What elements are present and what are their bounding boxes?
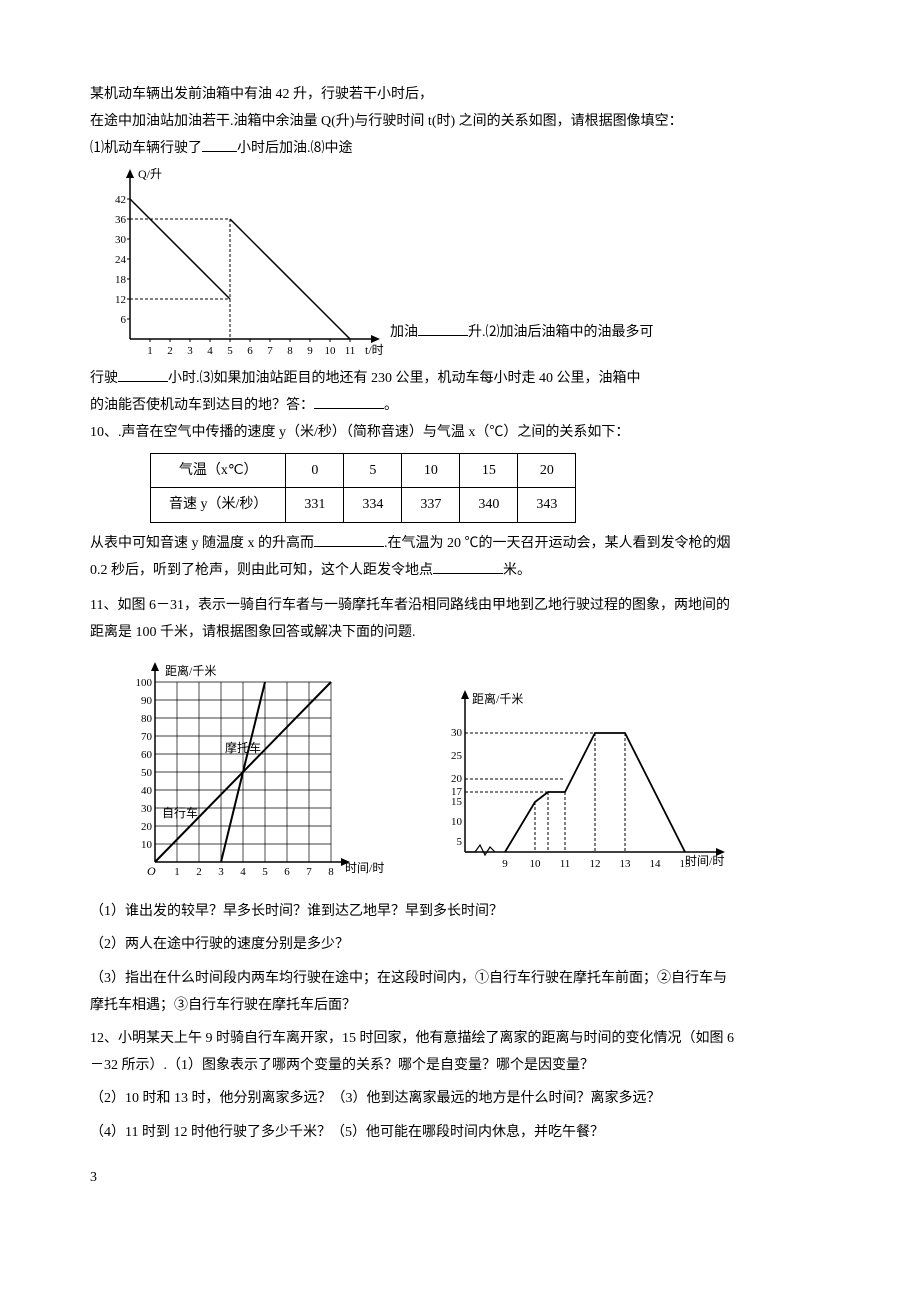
q12-sub2: （2）10 时和 13 时，他分别离家多远？（3）他到达离家最远的地方是什么时间… bbox=[90, 1086, 830, 1111]
svg-text:42: 42 bbox=[115, 194, 126, 206]
svg-text:10: 10 bbox=[325, 345, 337, 357]
q11-sub2: （2）两人在途中行驶的速度分别是多少？ bbox=[90, 932, 830, 957]
svg-text:10: 10 bbox=[141, 839, 153, 851]
svg-text:18: 18 bbox=[115, 274, 127, 286]
svg-text:12: 12 bbox=[115, 294, 126, 306]
q9-part1-post: 小时后加油.⑻中途 bbox=[237, 141, 353, 156]
svg-text:40: 40 bbox=[141, 785, 153, 797]
q10-intro: 10、.声音在空气中传播的速度 y（米/秒）（简称音速）与气温 x（℃）之间的关… bbox=[90, 420, 830, 445]
q9-intro2: 在途中加油站加油若干.油箱中余油量 Q(升)与行驶时间 t(时) 之间的关系如图… bbox=[90, 109, 830, 134]
q9-intro1: 某机动车辆出发前油箱中有油 42 升，行驶若干小时后， bbox=[90, 82, 830, 107]
label-moto: 摩托车 bbox=[225, 740, 261, 755]
q10-table: 气温（x℃） 0 5 10 15 20 音速 y（米/秒） 331 334 33… bbox=[150, 453, 576, 522]
table-row: 音速 y（米/秒） 331 334 337 340 343 bbox=[151, 488, 576, 522]
q11-charts: 距离/千米 时间/时 O 10 20 30 40 5 bbox=[110, 657, 830, 887]
q9-chart-row: Q/升 t/时 6 12 18 24 30 36 42 1 2 3 4 5 bbox=[90, 164, 830, 364]
svg-text:25: 25 bbox=[451, 750, 463, 762]
svg-text:2: 2 bbox=[196, 866, 202, 878]
blank bbox=[118, 367, 168, 382]
svg-text:距离/千米: 距离/千米 bbox=[472, 691, 523, 706]
q9-line2: 行驶小时.⑶如果加油站距目的地还有 230 公里，机动车每小时走 40 公里，油… bbox=[90, 366, 830, 391]
q11-intro2: 距离是 100 千米，请根据图象回答或解决下面的问题. bbox=[90, 620, 830, 645]
q12-sub4: （4）11 时到 12 时他行驶了多少千米？（5）他可能在哪段时间内休息，并吃午… bbox=[90, 1120, 830, 1145]
blank bbox=[418, 321, 468, 336]
svg-text:90: 90 bbox=[141, 695, 153, 707]
q9-after-chart: 加油升.⑵加油后油箱中的油最多可 bbox=[390, 320, 654, 363]
svg-text:6: 6 bbox=[284, 866, 290, 878]
svg-text:11: 11 bbox=[345, 345, 356, 357]
svg-text:20: 20 bbox=[451, 773, 463, 785]
svg-text:时间/时: 时间/时 bbox=[345, 861, 384, 875]
svg-text:80: 80 bbox=[141, 713, 153, 725]
svg-text:8: 8 bbox=[328, 866, 334, 878]
svg-text:5: 5 bbox=[457, 836, 463, 848]
svg-text:7: 7 bbox=[267, 345, 273, 357]
svg-text:13: 13 bbox=[620, 858, 632, 870]
svg-text:9: 9 bbox=[307, 345, 313, 357]
q9-part1-pre: ⑴机动车辆行驶了 bbox=[90, 141, 202, 156]
q9-line3: 的油能否使机动车到达目的地？答：。 bbox=[90, 393, 830, 418]
svg-text:2: 2 bbox=[167, 345, 173, 357]
svg-text:距离/千米: 距离/千米 bbox=[165, 663, 216, 678]
q11-intro1: 11、如图 6－31，表示一骑自行车者与一骑摩托车者沿相同路线由甲地到乙地行驶过… bbox=[90, 593, 830, 618]
svg-text:100: 100 bbox=[136, 677, 153, 689]
table-row: 气温（x℃） 0 5 10 15 20 bbox=[151, 454, 576, 488]
svg-text:50: 50 bbox=[141, 767, 153, 779]
q9-fuel-chart: Q/升 t/时 6 12 18 24 30 36 42 1 2 3 4 5 bbox=[90, 164, 390, 364]
blank bbox=[314, 532, 384, 547]
svg-text:6: 6 bbox=[121, 314, 127, 326]
q11-chart-right: 距离/千米 时间/时 5 10 15 17 20 25 30 9 10 11 1… bbox=[420, 687, 730, 887]
svg-text:70: 70 bbox=[141, 731, 153, 743]
x-axis-label: t/时 bbox=[365, 343, 384, 357]
svg-text:1: 1 bbox=[147, 345, 153, 357]
svg-text:6: 6 bbox=[247, 345, 253, 357]
svg-text:10: 10 bbox=[451, 816, 463, 828]
svg-text:24: 24 bbox=[115, 254, 127, 266]
q11-chart-left: 距离/千米 时间/时 O 10 20 30 40 5 bbox=[110, 657, 390, 887]
svg-text:30: 30 bbox=[141, 803, 153, 815]
svg-text:4: 4 bbox=[240, 866, 246, 878]
q12-line1b: －32 所示）.（1）图象表示了哪两个变量的关系？哪个是自变量？哪个是因变量？ bbox=[90, 1053, 830, 1078]
svg-text:10: 10 bbox=[530, 858, 542, 870]
svg-text:3: 3 bbox=[218, 866, 224, 878]
blank bbox=[202, 137, 237, 152]
q11-sub3a: （3）指出在什么时间段内两车均行驶在途中；在这段时间内，①自行车行驶在摩托车前面… bbox=[90, 966, 830, 991]
svg-text:15: 15 bbox=[680, 858, 692, 870]
svg-text:17: 17 bbox=[451, 786, 463, 798]
svg-text:3: 3 bbox=[187, 345, 193, 357]
svg-text:5: 5 bbox=[227, 345, 233, 357]
q11-sub1: （1）谁出发的较早？早多长时间？谁到达乙地早？早到多长时间？ bbox=[90, 899, 830, 924]
svg-text:时间/时: 时间/时 bbox=[685, 854, 724, 868]
svg-text:8: 8 bbox=[287, 345, 293, 357]
svg-text:36: 36 bbox=[115, 214, 127, 226]
row1-head: 气温（x℃） bbox=[151, 454, 286, 488]
svg-text:O: O bbox=[147, 864, 156, 878]
svg-text:30: 30 bbox=[115, 234, 127, 246]
q11-sub3b: 摩托车相遇；③自行车行驶在摩托车后面？ bbox=[90, 993, 830, 1018]
svg-text:5: 5 bbox=[262, 866, 268, 878]
svg-text:30: 30 bbox=[451, 727, 463, 739]
svg-text:1: 1 bbox=[174, 866, 180, 878]
svg-text:7: 7 bbox=[306, 866, 312, 878]
svg-text:12: 12 bbox=[590, 858, 601, 870]
q10-after2: 0.2 秒后，听到了枪声，则由此可知，这个人距发令地点米。 bbox=[90, 558, 830, 583]
row2-head: 音速 y（米/秒） bbox=[151, 488, 286, 522]
svg-text:60: 60 bbox=[141, 749, 153, 761]
svg-text:11: 11 bbox=[560, 858, 571, 870]
q10-after1: 从表中可知音速 y 随温度 x 的升高而.在气温为 20 ℃的一天召开运动会，某… bbox=[90, 531, 830, 556]
svg-text:9: 9 bbox=[502, 858, 508, 870]
label-bike: 自行车 bbox=[162, 805, 198, 820]
y-axis-label: Q/升 bbox=[138, 167, 162, 181]
q12-line1a: 12、小明某天上午 9 时骑自行车离开家，15 时回家，他有意描绘了离家的距离与… bbox=[90, 1026, 830, 1051]
blank bbox=[314, 394, 384, 409]
page-number: 3 bbox=[90, 1165, 830, 1190]
svg-text:20: 20 bbox=[141, 821, 153, 833]
q9-part1: ⑴机动车辆行驶了 小时后加油.⑻中途 bbox=[90, 136, 830, 161]
svg-text:4: 4 bbox=[207, 345, 213, 357]
blank bbox=[433, 559, 503, 574]
svg-text:14: 14 bbox=[650, 858, 662, 870]
